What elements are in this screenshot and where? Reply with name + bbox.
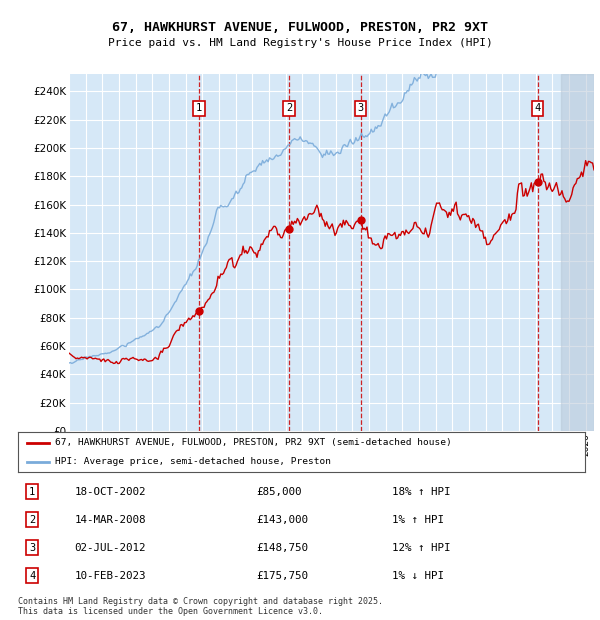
Text: £175,750: £175,750: [256, 571, 308, 581]
Text: 18-OCT-2002: 18-OCT-2002: [75, 487, 146, 497]
Text: Price paid vs. HM Land Registry's House Price Index (HPI): Price paid vs. HM Land Registry's House …: [107, 38, 493, 48]
Text: 1% ↑ HPI: 1% ↑ HPI: [392, 515, 444, 525]
Text: 67, HAWKHURST AVENUE, FULWOOD, PRESTON, PR2 9XT: 67, HAWKHURST AVENUE, FULWOOD, PRESTON, …: [112, 22, 488, 34]
Text: 12% ↑ HPI: 12% ↑ HPI: [392, 542, 451, 553]
Text: 14-MAR-2008: 14-MAR-2008: [75, 515, 146, 525]
Text: 2: 2: [286, 104, 292, 113]
Text: 18% ↑ HPI: 18% ↑ HPI: [392, 487, 451, 497]
Text: 3: 3: [358, 104, 364, 113]
Text: 2: 2: [29, 515, 35, 525]
Bar: [560, 74, 594, 431]
Text: 67, HAWKHURST AVENUE, FULWOOD, PRESTON, PR2 9XT (semi-detached house): 67, HAWKHURST AVENUE, FULWOOD, PRESTON, …: [55, 438, 452, 447]
Text: 4: 4: [29, 571, 35, 581]
Text: 1: 1: [196, 104, 202, 113]
Text: £148,750: £148,750: [256, 542, 308, 553]
Text: £143,000: £143,000: [256, 515, 308, 525]
Text: 4: 4: [535, 104, 541, 113]
Text: 3: 3: [29, 542, 35, 553]
Text: 1% ↓ HPI: 1% ↓ HPI: [392, 571, 444, 581]
Text: 1: 1: [29, 487, 35, 497]
Text: Contains HM Land Registry data © Crown copyright and database right 2025.
This d: Contains HM Land Registry data © Crown c…: [18, 596, 383, 616]
Text: 10-FEB-2023: 10-FEB-2023: [75, 571, 146, 581]
Text: £85,000: £85,000: [256, 487, 302, 497]
Text: HPI: Average price, semi-detached house, Preston: HPI: Average price, semi-detached house,…: [55, 458, 331, 466]
Text: 02-JUL-2012: 02-JUL-2012: [75, 542, 146, 553]
